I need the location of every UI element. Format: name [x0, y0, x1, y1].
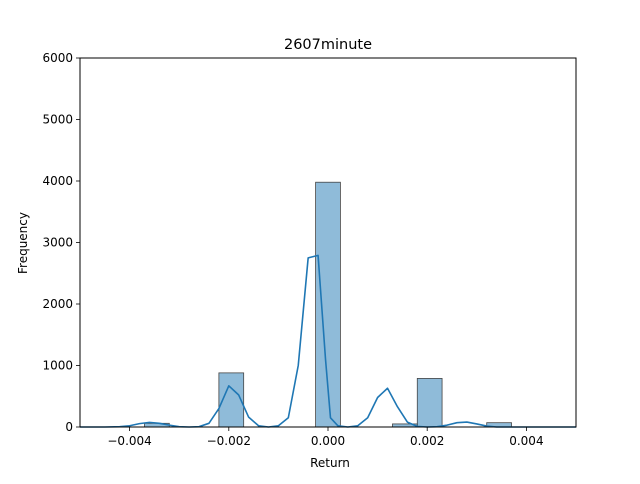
chart-title: 2607minute [284, 37, 372, 53]
y-axis-label: Frequency [16, 212, 30, 274]
y-tick-label-3: 3000 [42, 236, 73, 250]
y-tick-label-1: 1000 [42, 359, 73, 373]
histogram-bar-4 [416, 378, 443, 428]
y-tick-label-2: 2000 [42, 297, 73, 311]
x-tick-label-0: −0.004 [107, 434, 151, 448]
plot-frame [79, 57, 577, 428]
kde-curve [80, 254, 576, 428]
x-axis-label: Return [310, 456, 350, 470]
x-axis-ticks: −0.004 −0.002 0.000 0.002 0.004 [107, 427, 544, 448]
y-axis-ticks: 0 1000 2000 3000 4000 5000 6000 [42, 51, 80, 434]
x-tick-label-1: −0.002 [207, 434, 251, 448]
x-tick-label-3: 0.002 [410, 434, 444, 448]
y-tick-label-0: 0 [65, 420, 73, 434]
y-tick-label-5: 5000 [42, 113, 73, 127]
y-tick-label-6: 6000 [42, 51, 73, 65]
x-tick-label-4: 0.004 [509, 434, 543, 448]
x-tick-label-2: 0.000 [311, 434, 345, 448]
y-tick-label-4: 4000 [42, 174, 73, 188]
kde-line [80, 254, 576, 428]
